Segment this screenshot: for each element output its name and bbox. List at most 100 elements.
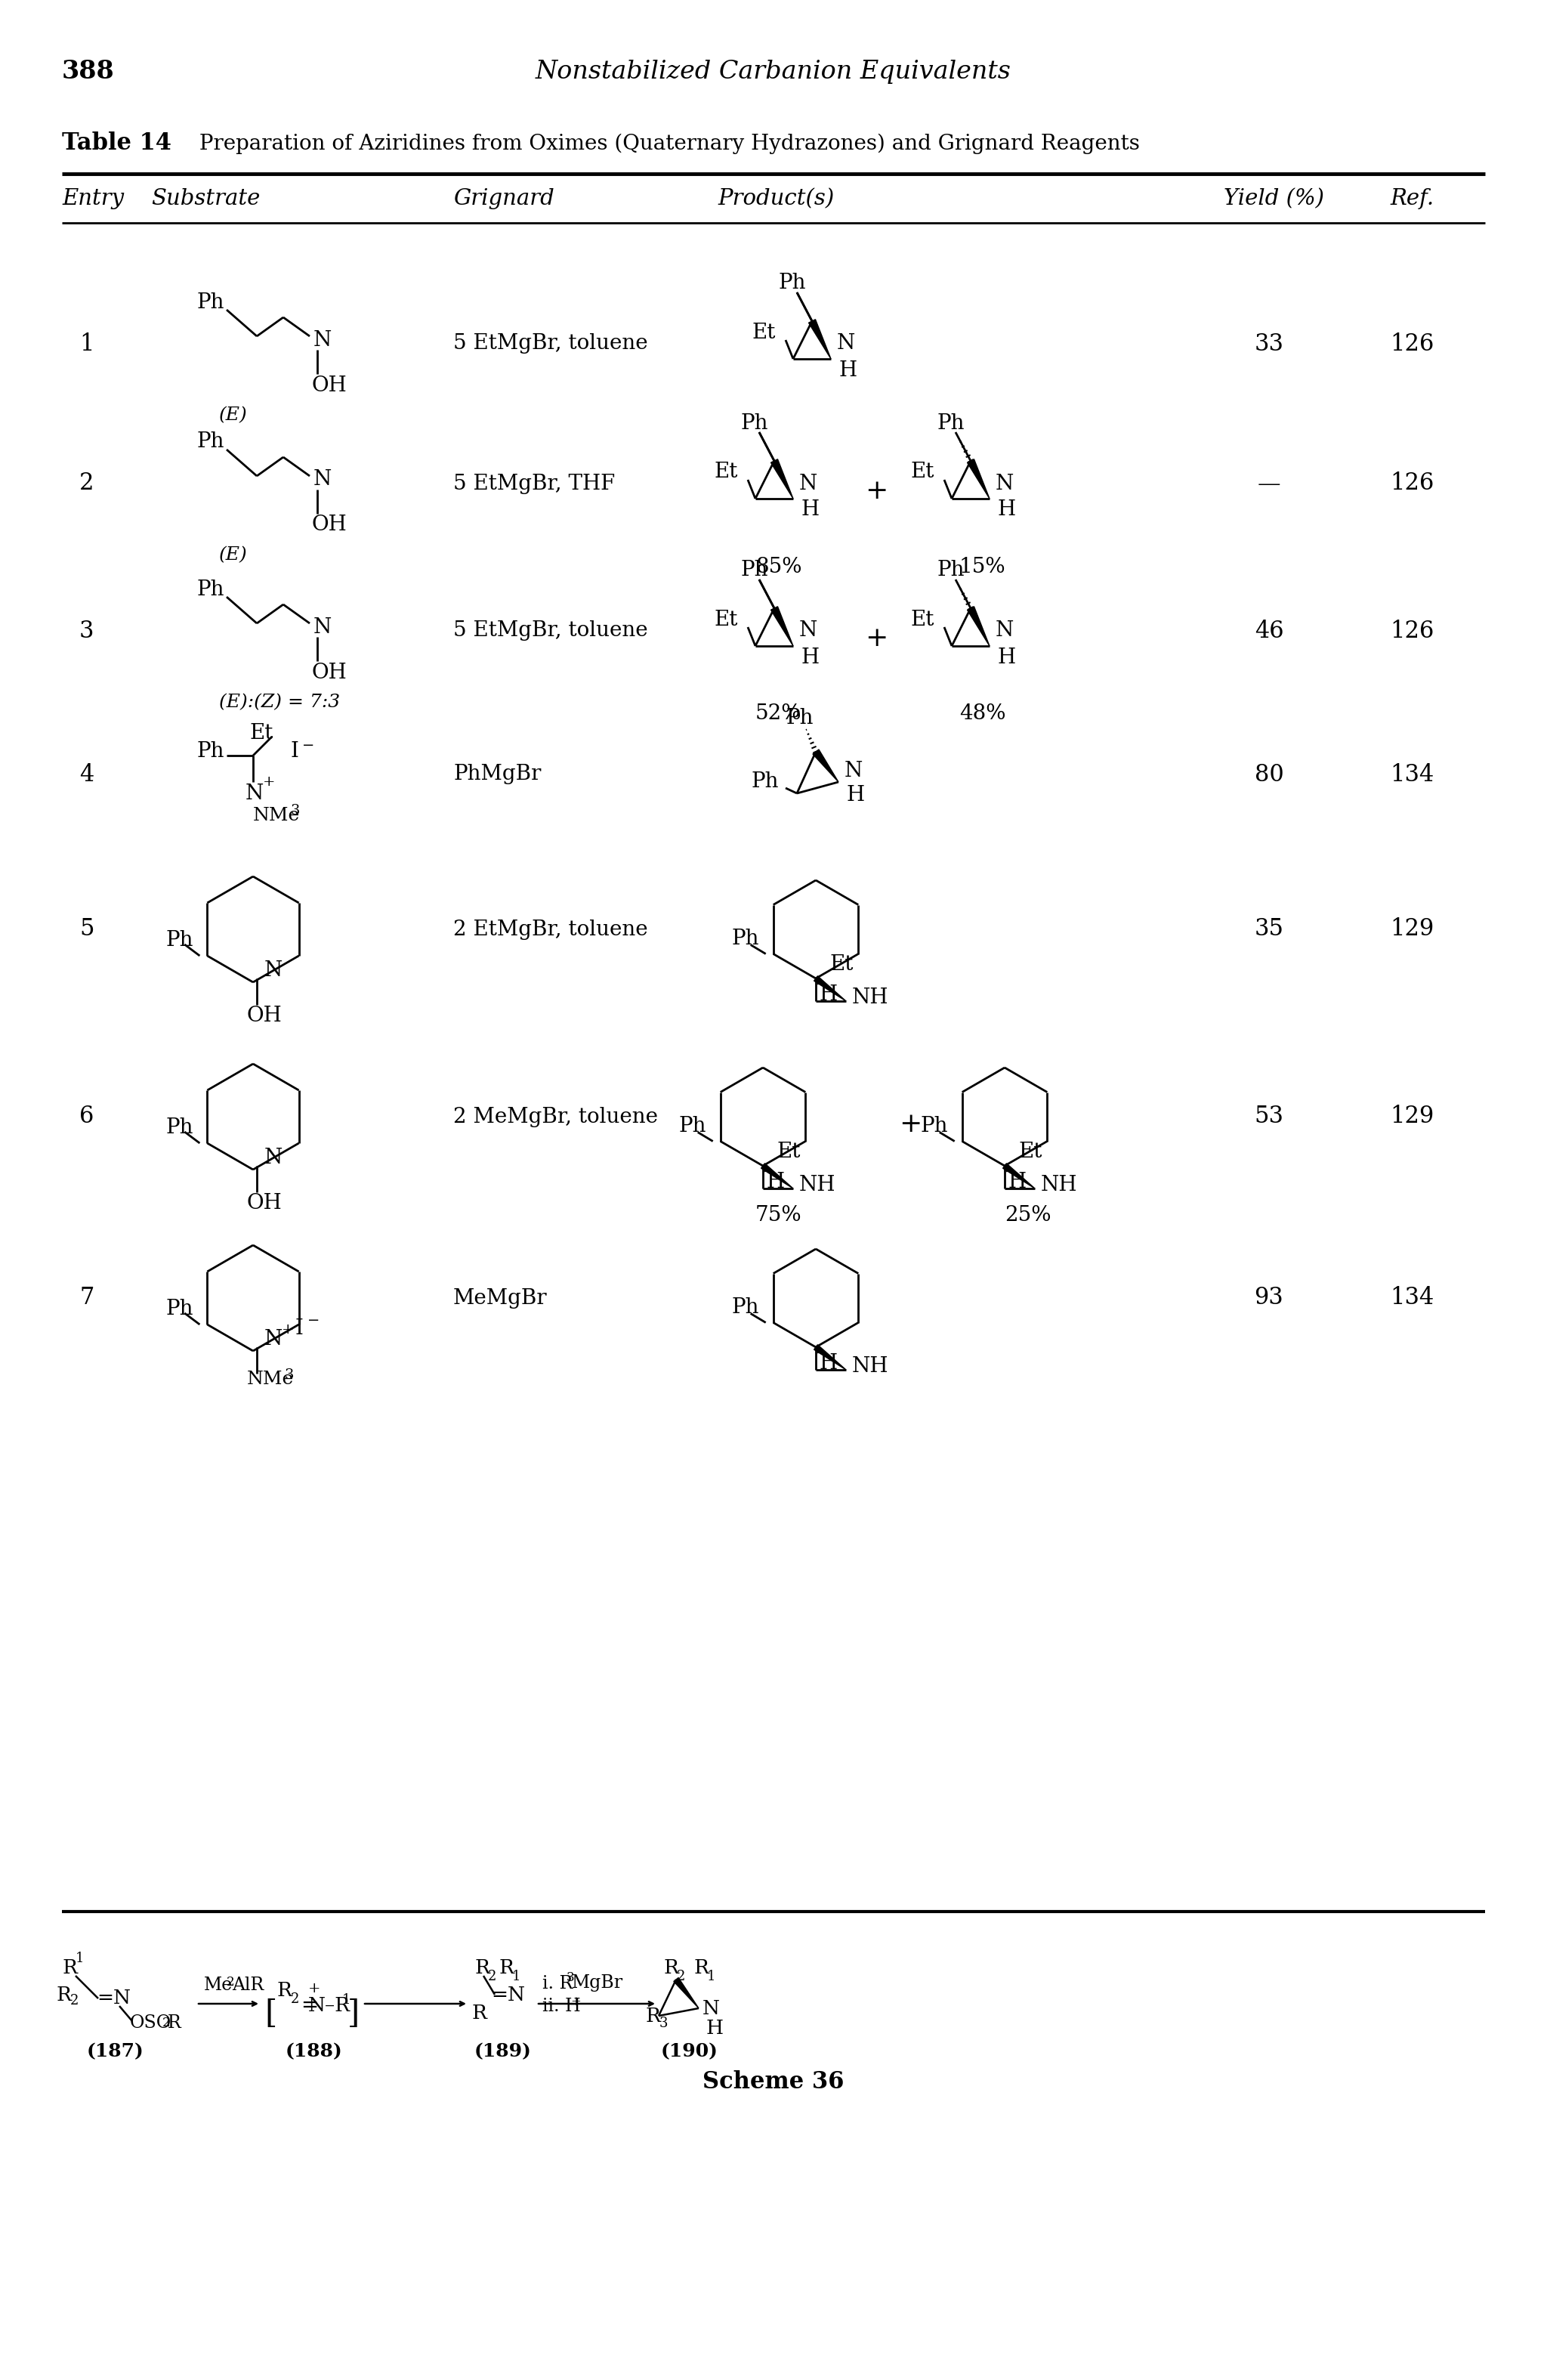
Text: (E):(Z) = 7:3: (E):(Z) = 7:3 xyxy=(220,695,340,712)
Text: Et: Et xyxy=(752,321,775,343)
Text: 2 MeMgBr, toluene: 2 MeMgBr, toluene xyxy=(453,1107,657,1126)
Text: Et: Et xyxy=(713,609,738,631)
Text: Me: Me xyxy=(204,1978,234,1994)
Text: N: N xyxy=(265,1147,283,1169)
Text: R: R xyxy=(57,1985,71,2004)
Text: 126: 126 xyxy=(1389,619,1434,643)
Text: Et: Et xyxy=(1018,1142,1043,1161)
Text: R: R xyxy=(664,1959,678,1978)
Text: −: − xyxy=(308,1314,320,1328)
Text: −: − xyxy=(302,738,314,752)
Text: Ph: Ph xyxy=(679,1116,707,1135)
Text: 3: 3 xyxy=(566,1971,574,1983)
Text: (189): (189) xyxy=(475,2042,532,2061)
Text: Ph: Ph xyxy=(166,931,193,952)
Text: I: I xyxy=(294,1319,303,1338)
Text: I: I xyxy=(291,743,299,762)
Text: N: N xyxy=(314,616,333,638)
Polygon shape xyxy=(761,1164,794,1188)
Text: Ph: Ph xyxy=(166,1299,193,1319)
Text: N: N xyxy=(314,331,333,350)
Text: [: [ xyxy=(265,1997,277,2030)
Text: Ph: Ph xyxy=(196,743,224,762)
Text: 3: 3 xyxy=(291,804,300,816)
Text: +: + xyxy=(308,1983,320,1994)
Text: N: N xyxy=(314,469,333,490)
Text: Ph: Ph xyxy=(196,293,224,312)
Text: 5 EtMgBr, THF: 5 EtMgBr, THF xyxy=(453,474,616,493)
Text: Ph: Ph xyxy=(786,707,814,728)
Polygon shape xyxy=(770,459,794,500)
Text: Substrate: Substrate xyxy=(152,188,260,209)
Polygon shape xyxy=(770,607,794,645)
Text: N: N xyxy=(800,474,818,493)
Polygon shape xyxy=(967,607,990,645)
Text: N: N xyxy=(702,1999,719,2018)
Text: Et: Et xyxy=(713,462,738,483)
Text: 1: 1 xyxy=(707,1971,716,1983)
Text: 4: 4 xyxy=(79,762,94,785)
Text: NMe: NMe xyxy=(254,807,300,826)
Text: Product(s): Product(s) xyxy=(718,188,834,209)
Text: 1: 1 xyxy=(76,1952,84,1966)
Text: Et: Et xyxy=(829,954,852,976)
Text: =N: =N xyxy=(490,1985,524,2004)
Text: 5 EtMgBr, toluene: 5 EtMgBr, toluene xyxy=(453,621,648,640)
Text: N: N xyxy=(845,762,863,781)
Text: H: H xyxy=(838,359,857,381)
Text: 75%: 75% xyxy=(755,1204,801,1226)
Text: OH: OH xyxy=(311,514,347,536)
Text: 388: 388 xyxy=(62,60,114,83)
Text: +: + xyxy=(263,776,275,788)
Text: NH: NH xyxy=(800,1173,835,1195)
Text: 53: 53 xyxy=(1255,1104,1284,1128)
Text: 3: 3 xyxy=(79,619,94,643)
Text: +: + xyxy=(899,1111,922,1138)
Text: PhMgBr: PhMgBr xyxy=(453,764,541,785)
Text: 85%: 85% xyxy=(755,557,801,576)
Text: Entry: Entry xyxy=(62,188,124,209)
Text: 3: 3 xyxy=(285,1368,294,1383)
Text: 1: 1 xyxy=(79,333,94,355)
Text: 2: 2 xyxy=(70,1994,79,2006)
Text: 93: 93 xyxy=(1255,1285,1284,1309)
Text: +: + xyxy=(571,1997,580,2009)
Text: R: R xyxy=(693,1959,709,1978)
Text: Scheme 36: Scheme 36 xyxy=(702,2071,845,2094)
Text: Ph: Ph xyxy=(752,771,780,793)
Text: Ph: Ph xyxy=(920,1116,948,1135)
Text: ]: ] xyxy=(348,1997,360,2030)
Text: H: H xyxy=(998,647,1015,666)
Polygon shape xyxy=(1002,1164,1035,1188)
Text: =: = xyxy=(294,1997,319,2016)
Text: 1: 1 xyxy=(512,1971,521,1983)
Text: OH: OH xyxy=(248,1192,282,1214)
Text: R: R xyxy=(277,1983,292,1999)
Text: 33: 33 xyxy=(1255,333,1284,355)
Text: 35: 35 xyxy=(1255,919,1284,940)
Text: MeMgBr: MeMgBr xyxy=(453,1288,548,1309)
Text: H: H xyxy=(801,647,818,666)
Text: N: N xyxy=(837,333,855,355)
Text: Table 14: Table 14 xyxy=(62,131,172,155)
Text: 25%: 25% xyxy=(1004,1204,1050,1226)
Text: 126: 126 xyxy=(1389,333,1434,355)
Text: N–R: N–R xyxy=(308,1997,351,2016)
Text: 52%: 52% xyxy=(755,704,801,724)
Text: 5: 5 xyxy=(79,919,94,940)
Text: 5 EtMgBr, toluene: 5 EtMgBr, toluene xyxy=(453,333,648,355)
Text: N: N xyxy=(265,962,283,981)
Text: 15%: 15% xyxy=(959,557,1006,576)
Text: 80: 80 xyxy=(1255,762,1284,785)
Text: N: N xyxy=(246,783,265,804)
Text: Ph: Ph xyxy=(936,559,964,581)
Text: —: — xyxy=(1258,471,1281,495)
Text: 134: 134 xyxy=(1389,762,1434,785)
Polygon shape xyxy=(967,459,990,500)
Text: AlR: AlR xyxy=(232,1978,265,1994)
Text: 2: 2 xyxy=(291,1992,300,2006)
Text: N: N xyxy=(996,474,1013,493)
Text: 2: 2 xyxy=(678,1971,685,1983)
Text: R: R xyxy=(475,1959,489,1978)
Text: R: R xyxy=(645,2006,661,2025)
